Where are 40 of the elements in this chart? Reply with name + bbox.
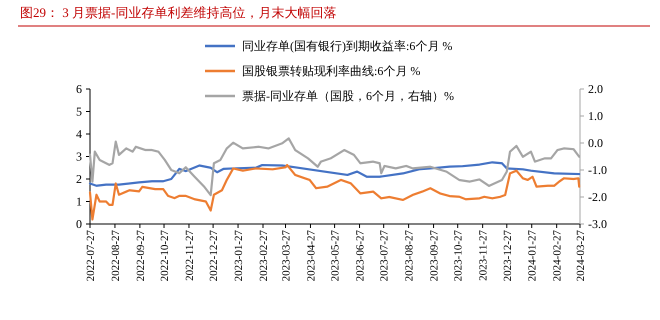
line-series bbox=[88, 164, 580, 221]
x-tick-label: 2023-07-27 bbox=[378, 230, 391, 282]
x-tick-label: 2023-01-27 bbox=[233, 230, 246, 282]
x-tick-label: 2023-08-27 bbox=[404, 230, 416, 282]
y2-tick-label: -3.0 bbox=[588, 217, 607, 231]
x-tick-label: 2022-07-27 bbox=[85, 230, 97, 282]
y2-tick-label: -1.0 bbox=[588, 163, 607, 177]
x-tick-label: 2023-06-27 bbox=[354, 230, 367, 282]
y-tick-label: 5 bbox=[76, 104, 82, 118]
x-tick-label: 2023-10-27 bbox=[452, 230, 465, 282]
y-tick-label: 2 bbox=[76, 172, 82, 186]
line-series bbox=[88, 161, 580, 187]
legend-label: 同业存单(国有银行)到期收益率:6个月 % bbox=[242, 39, 452, 53]
legend-label: 国股银票转贴现利率曲线:6个月 % bbox=[242, 64, 420, 78]
x-tick-label: 2024-01-27 bbox=[526, 230, 539, 282]
y2-tick-label: 1.0 bbox=[588, 109, 603, 123]
x-tick-label: 2022-12-27 bbox=[208, 230, 220, 282]
x-tick-label: 2022-08-27 bbox=[110, 230, 122, 282]
y-tick-label: 6 bbox=[76, 82, 82, 96]
x-tick-label: 2022-09-27 bbox=[134, 230, 147, 282]
x-tick-label: 2023-03-27 bbox=[280, 230, 293, 282]
legend-label: 票据-同业存单（国股，6个月，右轴）% bbox=[242, 89, 454, 103]
x-tick-label: 2024-03-27 bbox=[575, 230, 587, 282]
x-tick-label: 2023-02-27 bbox=[258, 230, 270, 282]
y2-tick-label: 2.0 bbox=[588, 82, 603, 96]
x-tick-label: 2024-02-27 bbox=[552, 230, 564, 282]
x-tick-label: 2023-09-27 bbox=[428, 230, 441, 282]
y2-tick-label: 0.0 bbox=[588, 136, 603, 150]
x-tick-label: 2023-05-27 bbox=[330, 230, 342, 282]
x-tick-label: 2022-10-27 bbox=[159, 230, 172, 282]
y-tick-label: 3 bbox=[76, 150, 82, 164]
y2-tick-label: -2.0 bbox=[588, 190, 607, 204]
x-tick-label: 2023-04-27 bbox=[305, 230, 318, 282]
y-tick-label: 1 bbox=[76, 194, 82, 208]
y-tick-label: 0 bbox=[76, 217, 82, 231]
x-tick-label: 2023-11-27 bbox=[478, 230, 490, 281]
x-tick-label: 2022-11-27 bbox=[184, 230, 196, 281]
x-tick-label: 2023-12-27 bbox=[502, 230, 514, 282]
y-tick-label: 4 bbox=[76, 127, 82, 141]
chart-title: 图29： 3 月票据-同业存单利差维持高位，月末大幅回落 bbox=[20, 5, 336, 20]
